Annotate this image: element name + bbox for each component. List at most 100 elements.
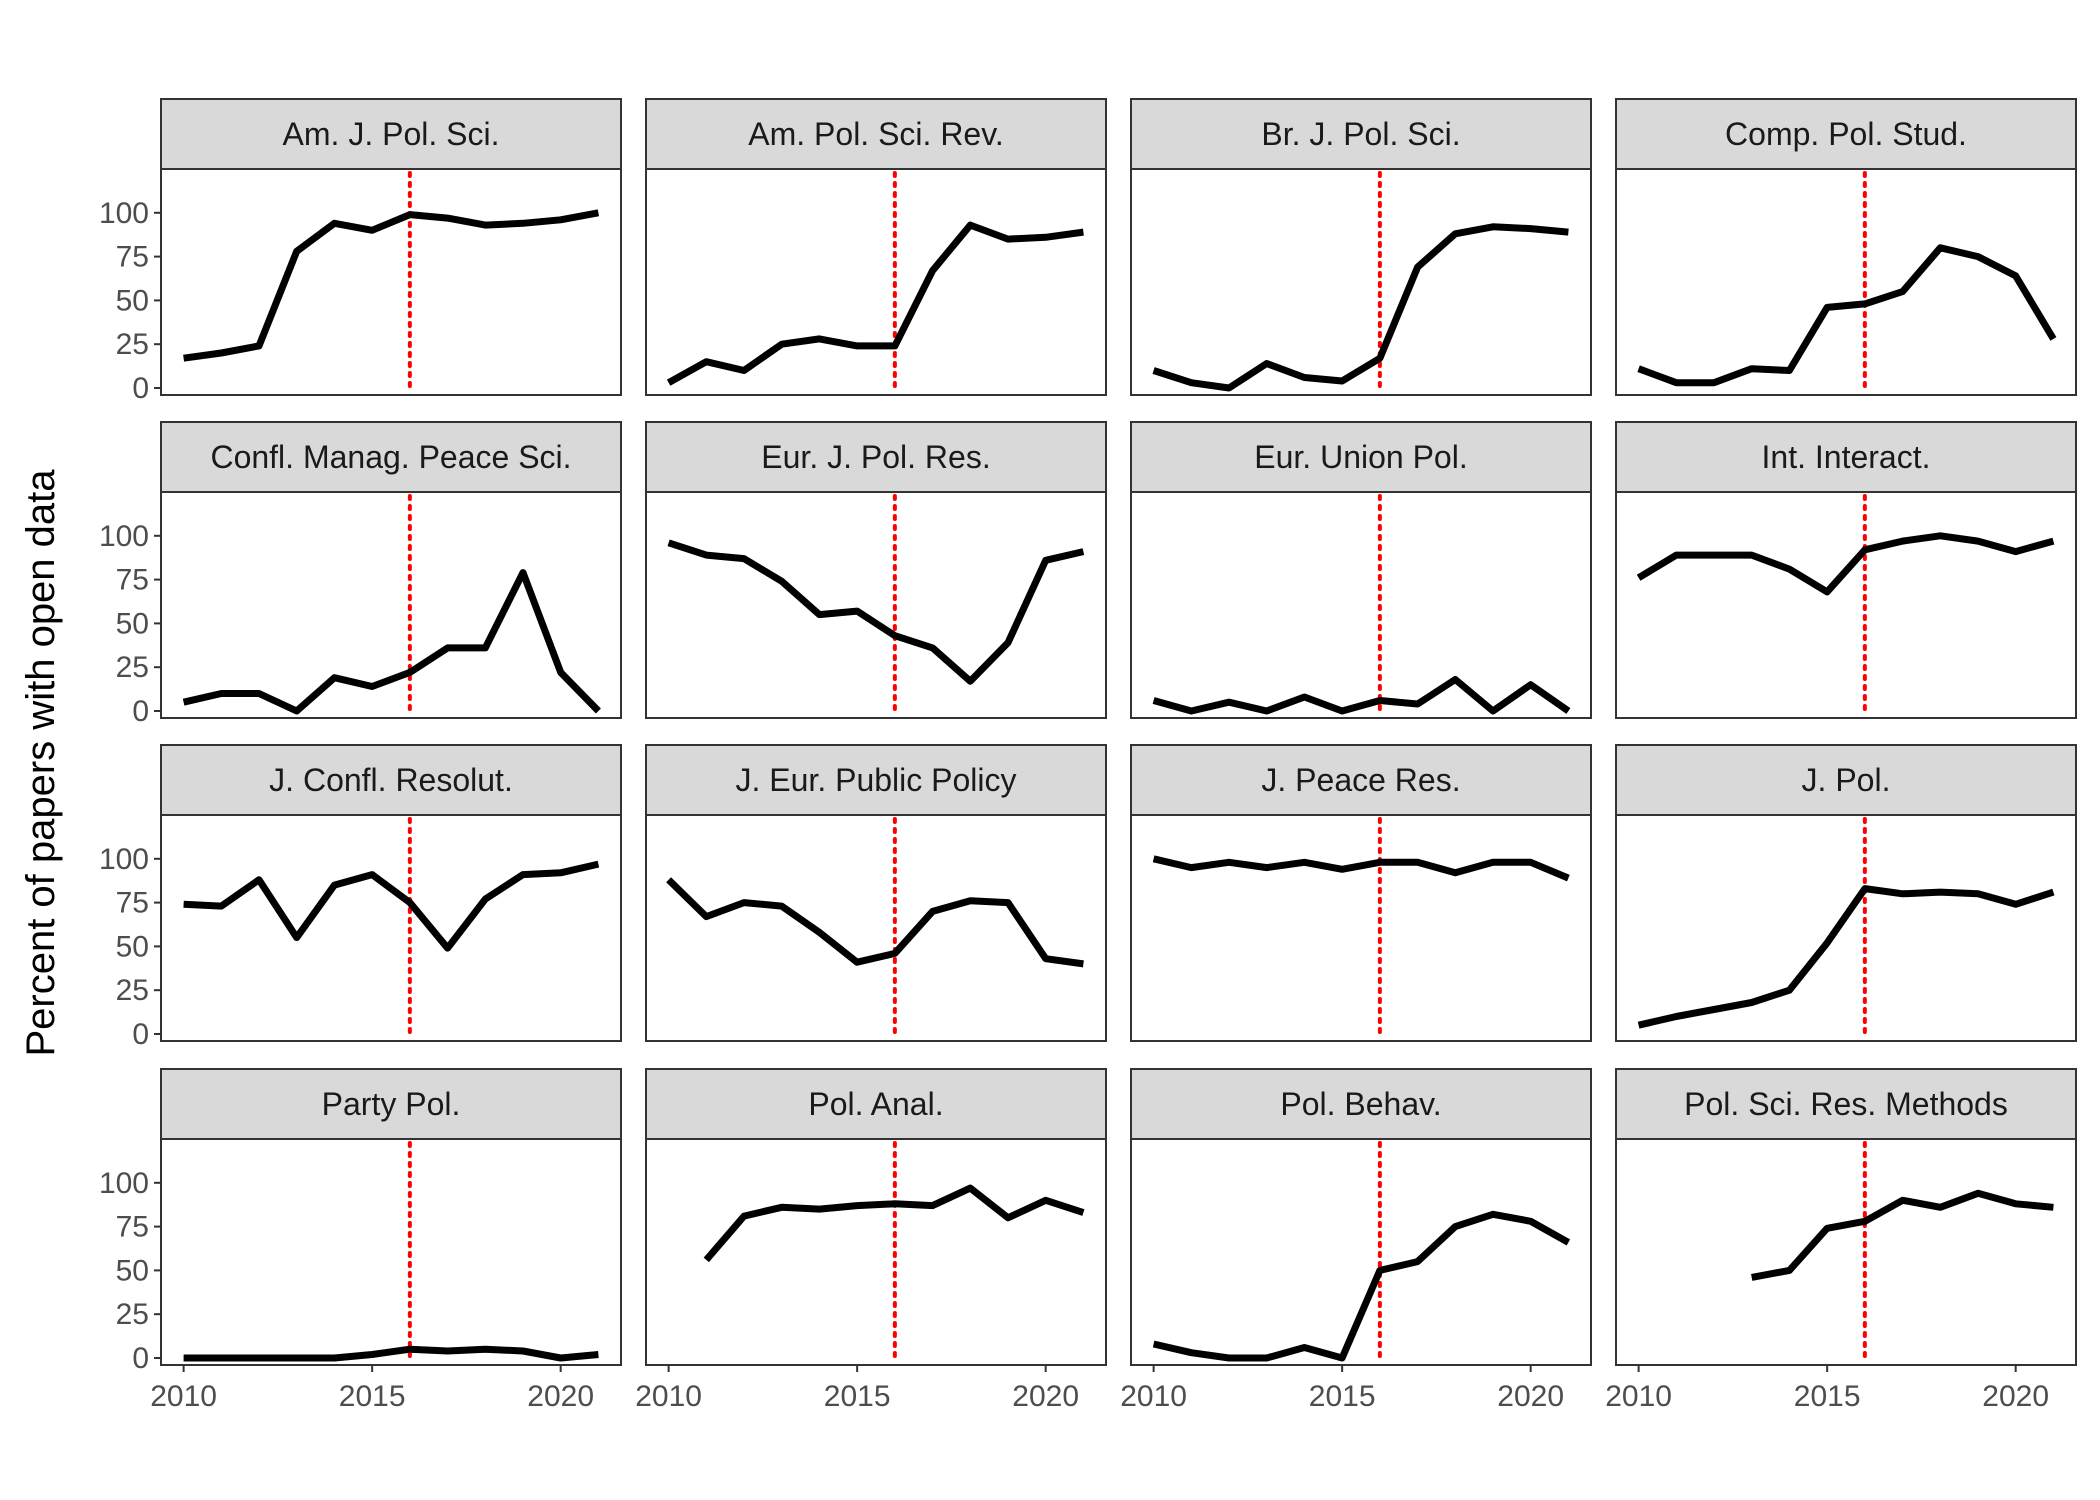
y-tick-label: 0 xyxy=(132,1018,149,1051)
facet-pol-behav: Pol. Behav. 2010 2015 2020 xyxy=(1120,1068,1592,1413)
facet-strip xyxy=(1615,1068,2077,1140)
facet-eur-union-pol: Eur. Union Pol. xyxy=(1130,421,1592,719)
series-line xyxy=(1637,244,2057,387)
y-tick-label: 100 xyxy=(99,197,149,230)
facet-int-interact: Int. Interact. xyxy=(1615,421,2077,719)
y-tick-label: 25 xyxy=(116,651,149,684)
facet-panel xyxy=(1615,168,2077,396)
facet-panel xyxy=(1130,814,1592,1042)
x-tick-label: 2020 xyxy=(1497,1380,1564,1413)
facet-strip xyxy=(160,1068,622,1140)
x-tick-label: 2010 xyxy=(1120,1380,1187,1413)
x-tick-label: 2015 xyxy=(1309,1380,1376,1413)
facet-panel xyxy=(1130,1138,1592,1366)
series-line xyxy=(666,221,1084,386)
facet-title: Party Pol. xyxy=(322,1086,461,1122)
facet-j-pol: J. Pol. xyxy=(1615,744,2077,1042)
y-axis-title: Percent of papers with open data xyxy=(19,469,63,1057)
y-tick-label: 0 xyxy=(132,372,149,405)
series-line xyxy=(1152,855,1570,882)
facet-title: Confl. Manag. Peace Sci. xyxy=(210,439,571,475)
facet-strip xyxy=(645,744,1107,816)
facet-title: Pol. Sci. Res. Methods xyxy=(1684,1086,2008,1122)
facet-title: Pol. Anal. xyxy=(808,1086,943,1122)
facet-j-confl-resolut: J. Confl. Resolut. 0 25 50 75 100 xyxy=(99,744,622,1051)
series-line xyxy=(1152,223,1569,392)
y-tick-label: 100 xyxy=(99,843,149,876)
y-tick-label: 50 xyxy=(116,1254,149,1287)
x-tick-label: 2010 xyxy=(150,1380,217,1413)
facet-title: Am. J. Pol. Sci. xyxy=(283,116,500,152)
y-tick-label: 75 xyxy=(116,564,149,597)
series-line xyxy=(1152,676,1571,715)
facet-confl-manag-peace-sci: Confl. Manag. Peace Sci. 0 25 50 75 100 xyxy=(99,421,622,728)
x-tick-label: 2015 xyxy=(824,1380,891,1413)
facet-panel xyxy=(1130,491,1592,719)
facet-strip xyxy=(160,421,622,493)
facet-strip xyxy=(1615,98,2077,170)
facet-strip xyxy=(1130,421,1592,493)
facet-strip xyxy=(1130,98,1592,170)
facet-grid: Am. J. Pol. Sci. 0 25 50 75 100 Am. Pol. Sci. … xyxy=(99,98,2077,1413)
facet-panel xyxy=(1615,1138,2077,1366)
facet-eur-j-pol-res: Eur. J. Pol. Res. xyxy=(645,421,1107,719)
facet-title: Eur. Union Pol. xyxy=(1254,439,1467,475)
x-tick-label: 2015 xyxy=(339,1380,406,1413)
y-tick-label: 0 xyxy=(132,695,149,728)
facet-title: Int. Interact. xyxy=(1762,439,1931,475)
series-line xyxy=(1636,532,2055,596)
facet-am-pol-sci-rev: Am. Pol. Sci. Rev. xyxy=(645,98,1107,396)
facet-title: J. Peace Res. xyxy=(1261,762,1460,798)
facet-panel xyxy=(645,814,1107,1042)
facet-strip xyxy=(645,98,1107,170)
series-line xyxy=(1152,1210,1571,1362)
y-tick-label: 25 xyxy=(116,974,149,1007)
y-tick-label: 100 xyxy=(99,520,149,553)
facet-strip xyxy=(1130,1068,1592,1140)
y-tick-label: 100 xyxy=(99,1167,149,1200)
facet-panel xyxy=(160,491,622,719)
facet-title: J. Eur. Public Policy xyxy=(736,762,1017,798)
facet-panel xyxy=(1130,168,1592,396)
y-tick-label: 50 xyxy=(116,284,149,317)
facet-title: Pol. Behav. xyxy=(1280,1086,1441,1122)
y-tick-label: 75 xyxy=(116,1211,149,1244)
facet-panel xyxy=(1615,814,2077,1042)
facet-pol-sci-res-methods: Pol. Sci. Res. Methods 2010 2015 2020 xyxy=(1605,1068,2077,1413)
facet-am-j-pol-sci: Am. J. Pol. Sci. 0 25 50 75 100 xyxy=(99,98,622,405)
facet-comp-pol-stud: Comp. Pol. Stud. xyxy=(1615,98,2077,396)
facet-panel xyxy=(160,1138,622,1366)
facet-strip xyxy=(160,744,622,816)
series-line xyxy=(667,539,1085,685)
facet-panel xyxy=(645,1138,1107,1366)
facet-title: J. Confl. Resolut. xyxy=(269,762,513,798)
y-tick-label: 25 xyxy=(116,328,149,361)
facet-strip xyxy=(645,421,1107,493)
facet-panel xyxy=(645,168,1107,396)
series-line xyxy=(666,877,1084,968)
y-tick-label: 50 xyxy=(116,930,149,963)
x-tick-label: 2015 xyxy=(1794,1380,1861,1413)
facet-title: Comp. Pol. Stud. xyxy=(1725,116,1967,152)
facet-panel xyxy=(1615,491,2077,719)
facet-panel xyxy=(645,491,1107,719)
facet-title: Br. J. Pol. Sci. xyxy=(1261,116,1460,152)
y-tick-label: 0 xyxy=(132,1342,149,1375)
facet-j-eur-public-policy: J. Eur. Public Policy xyxy=(645,744,1107,1042)
x-tick-label: 2010 xyxy=(1605,1380,1672,1413)
x-tick-label: 2020 xyxy=(1982,1380,2049,1413)
series-line xyxy=(183,209,600,362)
x-tick-label: 2020 xyxy=(527,1380,594,1413)
series-line xyxy=(1637,885,2055,1029)
series-line xyxy=(183,860,600,952)
facet-title: Am. Pol. Sci. Rev. xyxy=(748,116,1003,152)
facet-pol-anal: Pol. Anal. 2010 2015 2020 xyxy=(635,1068,1107,1413)
facet-strip xyxy=(1615,744,2077,816)
x-tick-label: 2010 xyxy=(635,1380,702,1413)
y-tick-label: 25 xyxy=(116,1298,149,1331)
y-tick-label: 50 xyxy=(116,607,149,640)
facet-party-pol: Party Pol. 0 25 50 75 100 2010 2015 2020 xyxy=(99,1068,622,1413)
facet-strip xyxy=(160,98,622,170)
y-tick-label: 75 xyxy=(116,241,149,274)
